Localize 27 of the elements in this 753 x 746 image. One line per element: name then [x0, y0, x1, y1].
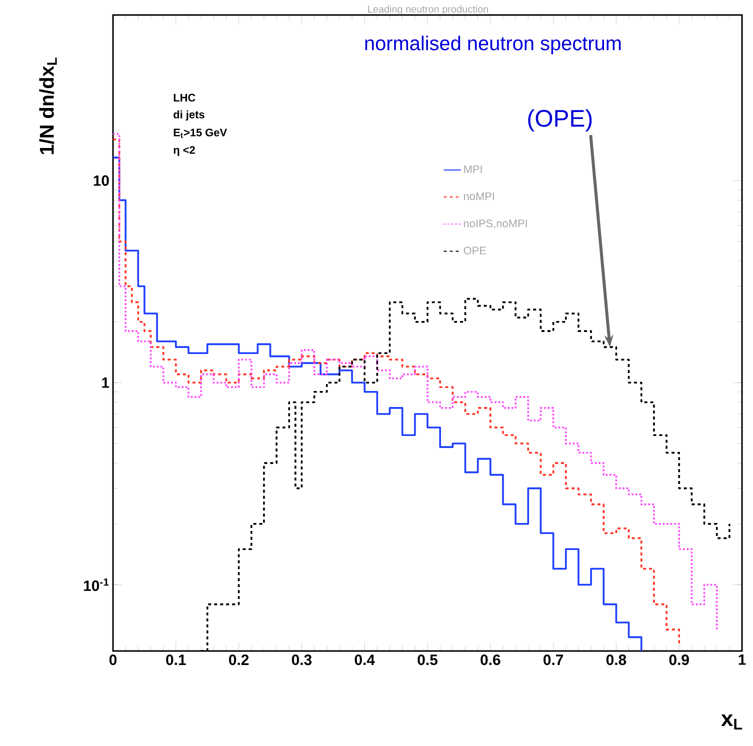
legend-label: noIPS,noMPI — [464, 220, 527, 229]
legend-label: MPI — [464, 165, 482, 173]
x-tick-label: 0.9 — [669, 654, 689, 666]
annotation: di jets — [174, 110, 204, 121]
legend-label: noMPI — [464, 192, 494, 200]
chart-title: Leading neutron production — [368, 5, 488, 15]
y-tick-label: 1 — [102, 378, 110, 388]
y-axis-title: 1/N dn/dx$_{L}$ — [39, 58, 57, 154]
x-axis-title: x$_{L}$ — [721, 714, 742, 730]
x-tick-label: 0.3 — [292, 654, 312, 666]
annotation: LHC — [174, 94, 196, 102]
annotation: η <2 — [174, 146, 195, 156]
x-tick-label: 1 — [738, 654, 746, 665]
x-tick-label: 0.1 — [166, 654, 186, 666]
x-tick-label: 0.5 — [418, 654, 438, 666]
x-tick-label: 0.8 — [606, 654, 626, 666]
x-tick-label: 0.7 — [544, 654, 564, 666]
x-tick-label: 0.6 — [480, 654, 500, 666]
annotation: (OPE) — [528, 109, 592, 132]
x-tick-label: 0 — [109, 654, 117, 666]
x-tick-label: 0.4 — [354, 654, 375, 666]
x-tick-label: 0.2 — [229, 654, 249, 666]
y-tick-label: 10$^{-1}$ — [84, 578, 109, 591]
legend-label: OPE — [464, 246, 486, 254]
y-tick-label: 10 — [94, 175, 109, 186]
text: normalised neutron spectrum — [365, 36, 621, 54]
annotation: E$_{t}$>15 GeV — [174, 128, 227, 138]
